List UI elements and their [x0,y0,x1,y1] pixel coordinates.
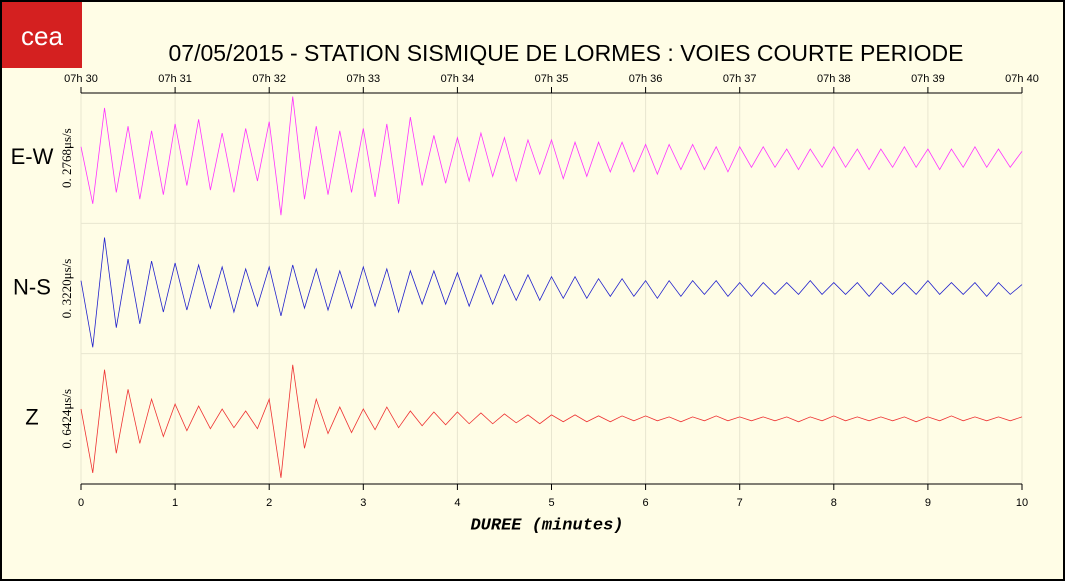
trace [80,237,1023,348]
top-tick-label: 07h 37 [723,73,757,85]
top-tick-label: 07h 32 [252,73,286,85]
x-tick-label: 2 [266,497,272,509]
logo: cea [21,21,63,51]
scale-label: 0. 2768μs/s [59,128,74,188]
x-tick-label: 10 [1016,497,1028,509]
x-tick-label: 5 [548,497,554,509]
top-tick-label: 07h 38 [817,73,851,85]
x-tick-label: 4 [454,497,460,509]
logo-box [2,2,82,68]
top-tick-label: 07h 34 [441,73,475,85]
chart-title: 07/05/2015 - STATION SISMIQUE DE LORMES … [169,40,964,66]
scale-label: 0. 3220μs/s [59,259,74,319]
x-tick-label: 9 [925,497,931,509]
x-tick-label: 1 [172,497,178,509]
scale-label: 0. 6424μs/s [59,389,74,449]
trace [80,364,1023,478]
trace [80,96,1023,216]
channel-label: E-W [11,144,54,169]
channel-label: N-S [13,274,51,299]
x-tick-label: 8 [831,497,837,509]
channel-label: Z [25,405,38,430]
top-tick-label: 07h 39 [911,73,945,85]
x-axis-label: DUREE (minutes) [470,516,623,535]
x-tick-label: 7 [737,497,743,509]
top-tick-label: 07h 31 [158,73,192,85]
top-tick-label: 07h 33 [346,73,380,85]
x-tick-label: 6 [643,497,649,509]
top-tick-label: 07h 36 [629,73,663,85]
x-tick-label: 3 [360,497,366,509]
top-tick-label: 07h 40 [1005,73,1039,85]
top-tick-label: 07h 30 [64,73,98,85]
top-tick-label: 07h 35 [535,73,569,85]
x-tick-label: 0 [78,497,84,509]
